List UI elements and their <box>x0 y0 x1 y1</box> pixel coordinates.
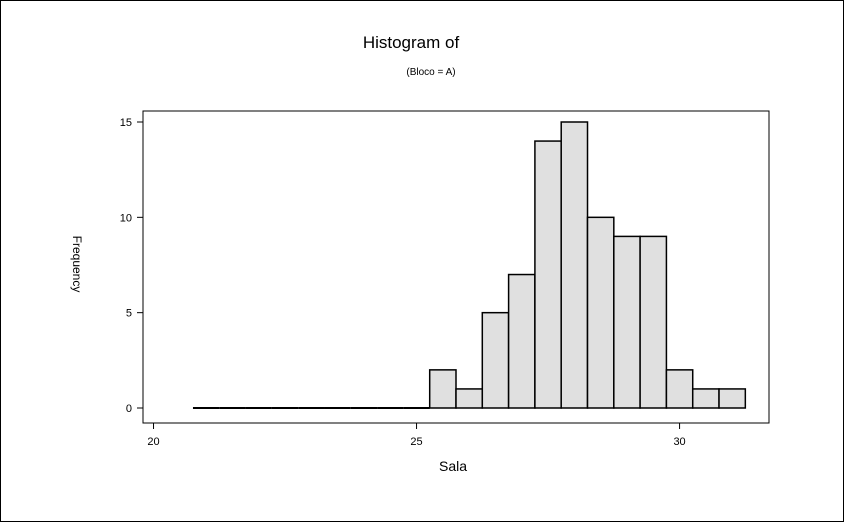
x-axis-label: Sala <box>439 458 467 474</box>
chart-subtitle: (Bloco = A) <box>406 67 455 78</box>
plot-area-border <box>142 110 770 424</box>
y-axis: 0 5 10 15 <box>120 117 143 415</box>
histogram-bar <box>455 388 484 409</box>
histogram-bar <box>586 216 615 409</box>
histogram-bar <box>639 235 668 409</box>
y-tick-label: 10 <box>120 212 132 224</box>
histogram-bar <box>481 311 510 409</box>
histogram-bar <box>560 121 589 409</box>
y-tick-label: 5 <box>126 308 132 320</box>
x-tick-label: 20 <box>147 436 159 448</box>
histogram-bar <box>665 369 694 409</box>
chart-title: Histogram of <box>363 33 460 52</box>
y-tick-label: 0 <box>126 403 132 415</box>
histogram-bar <box>691 388 720 409</box>
histogram-bar <box>428 369 457 409</box>
histogram-bar <box>507 273 536 409</box>
y-tick-label: 15 <box>120 117 132 129</box>
histogram-bars <box>192 121 747 409</box>
x-tick-label: 25 <box>410 436 422 448</box>
x-axis: 20 25 30 <box>147 423 686 448</box>
y-axis-label: Frequency <box>70 236 84 293</box>
histogram-bar <box>613 235 641 409</box>
histogram-bar <box>534 140 562 409</box>
histogram-bar <box>718 388 747 409</box>
x-tick-label: 30 <box>673 436 685 448</box>
